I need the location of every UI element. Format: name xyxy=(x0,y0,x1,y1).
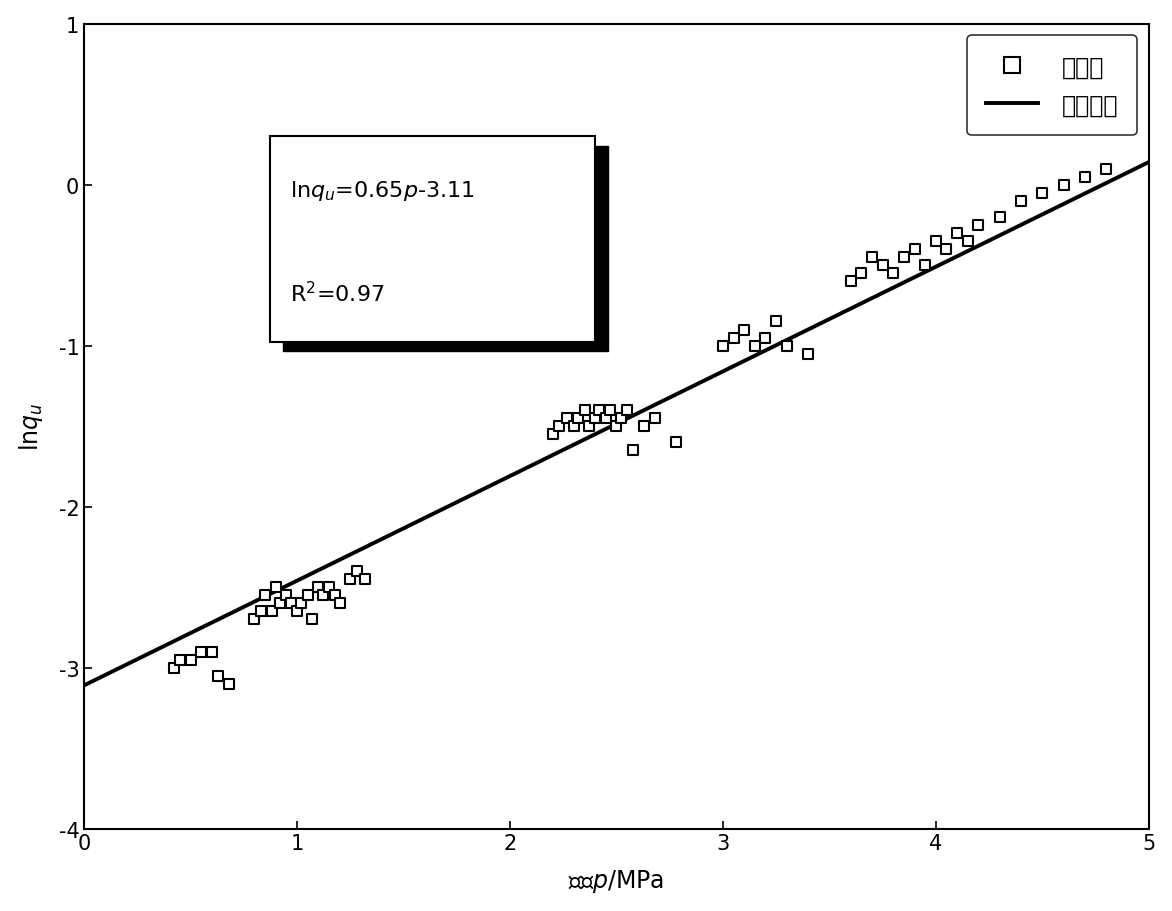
Point xyxy=(347,564,366,578)
Point xyxy=(863,251,881,265)
Point xyxy=(905,242,924,257)
Point xyxy=(735,322,754,337)
Text: R$^2$=0.97: R$^2$=0.97 xyxy=(289,281,384,306)
Point xyxy=(331,597,349,611)
Point xyxy=(263,604,281,619)
Point xyxy=(266,580,285,595)
X-axis label: 硬度$p$/MPa: 硬度$p$/MPa xyxy=(568,867,665,895)
Point xyxy=(625,444,643,458)
Point xyxy=(550,419,568,434)
Point xyxy=(894,251,913,265)
Point xyxy=(607,419,626,434)
Point xyxy=(798,347,817,362)
Point xyxy=(299,589,318,603)
Point xyxy=(203,644,222,659)
Point xyxy=(356,572,375,587)
Point xyxy=(171,652,190,667)
Point xyxy=(252,604,271,619)
Point xyxy=(1054,179,1072,193)
Point xyxy=(302,612,321,627)
Point xyxy=(209,669,227,683)
Point xyxy=(1033,186,1051,200)
Point xyxy=(646,412,665,426)
Point xyxy=(313,589,332,603)
Point xyxy=(969,219,988,233)
Point xyxy=(255,589,274,603)
Point xyxy=(1076,170,1095,185)
Point xyxy=(766,315,785,330)
Point xyxy=(590,404,608,418)
Point xyxy=(841,274,860,289)
Point xyxy=(320,580,339,595)
Point xyxy=(565,419,584,434)
Point xyxy=(287,604,306,619)
Point xyxy=(938,242,956,257)
Point xyxy=(579,419,598,434)
Point xyxy=(326,589,345,603)
Point xyxy=(219,677,238,691)
Point xyxy=(1097,162,1116,177)
Point xyxy=(281,597,300,611)
Text: ln$q_u$=0.65$p$-3.11: ln$q_u$=0.65$p$-3.11 xyxy=(289,179,475,203)
Point xyxy=(192,644,211,659)
Point xyxy=(292,597,311,611)
Point xyxy=(667,435,686,450)
Point xyxy=(558,412,577,426)
Point xyxy=(635,419,654,434)
Point xyxy=(575,404,594,418)
Point xyxy=(568,412,587,426)
Point xyxy=(182,652,200,667)
Point xyxy=(915,259,934,273)
Point xyxy=(884,267,902,281)
Point xyxy=(756,331,775,345)
Point xyxy=(597,412,615,426)
Point xyxy=(1011,194,1030,209)
Point xyxy=(990,210,1009,225)
Point xyxy=(959,234,977,249)
Point xyxy=(341,572,360,587)
Point xyxy=(601,404,620,418)
Point xyxy=(586,412,605,426)
Point xyxy=(745,339,764,353)
Y-axis label: ln$q_u$: ln$q_u$ xyxy=(16,403,45,451)
Point xyxy=(852,267,871,281)
Point xyxy=(618,404,636,418)
Point xyxy=(873,259,892,273)
Point xyxy=(926,234,945,249)
Point xyxy=(948,227,967,241)
Point xyxy=(309,580,328,595)
Point xyxy=(164,660,183,675)
Point xyxy=(271,597,289,611)
Point xyxy=(612,412,631,426)
Legend: 试验值, 回归拟合: 试验值, 回归拟合 xyxy=(967,36,1137,137)
FancyBboxPatch shape xyxy=(284,147,608,352)
Point xyxy=(724,331,743,345)
Point xyxy=(245,612,264,627)
Point xyxy=(714,339,732,353)
Point xyxy=(277,589,295,603)
FancyBboxPatch shape xyxy=(271,138,595,343)
Point xyxy=(543,427,561,442)
Point xyxy=(777,339,796,353)
